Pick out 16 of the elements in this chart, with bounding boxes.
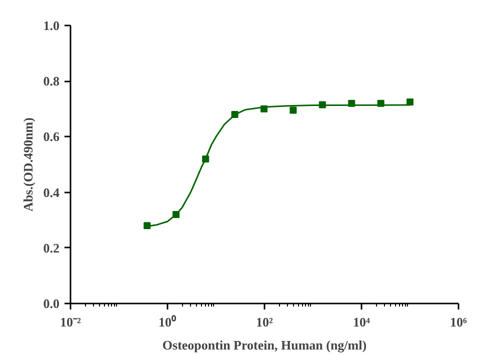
y-tick-label: 0.4 bbox=[43, 184, 60, 200]
point bbox=[290, 106, 297, 114]
y-tick-label: 0.2 bbox=[43, 240, 60, 256]
y-tick-label: 1.0 bbox=[43, 18, 60, 33]
point bbox=[406, 98, 414, 106]
x-tick-label: 10⁻² bbox=[60, 314, 82, 330]
x-tick-label: 10² bbox=[256, 314, 274, 330]
x-tick-label: 10⁴ bbox=[353, 314, 370, 330]
point bbox=[144, 222, 151, 230]
x-tick-label: 10⁰ bbox=[158, 314, 176, 330]
y-tick-label: 0.8 bbox=[43, 74, 60, 89]
x-axis-title: Osteopontin Protein, Human (ng/ml) bbox=[162, 338, 367, 352]
y-axis-title: Abs.(OD.490nm) bbox=[20, 118, 36, 212]
x-tick-label: 10⁶ bbox=[450, 314, 468, 330]
y-tick-label: 0.0 bbox=[43, 296, 60, 311]
y-tick-label: 0.6 bbox=[43, 129, 60, 144]
